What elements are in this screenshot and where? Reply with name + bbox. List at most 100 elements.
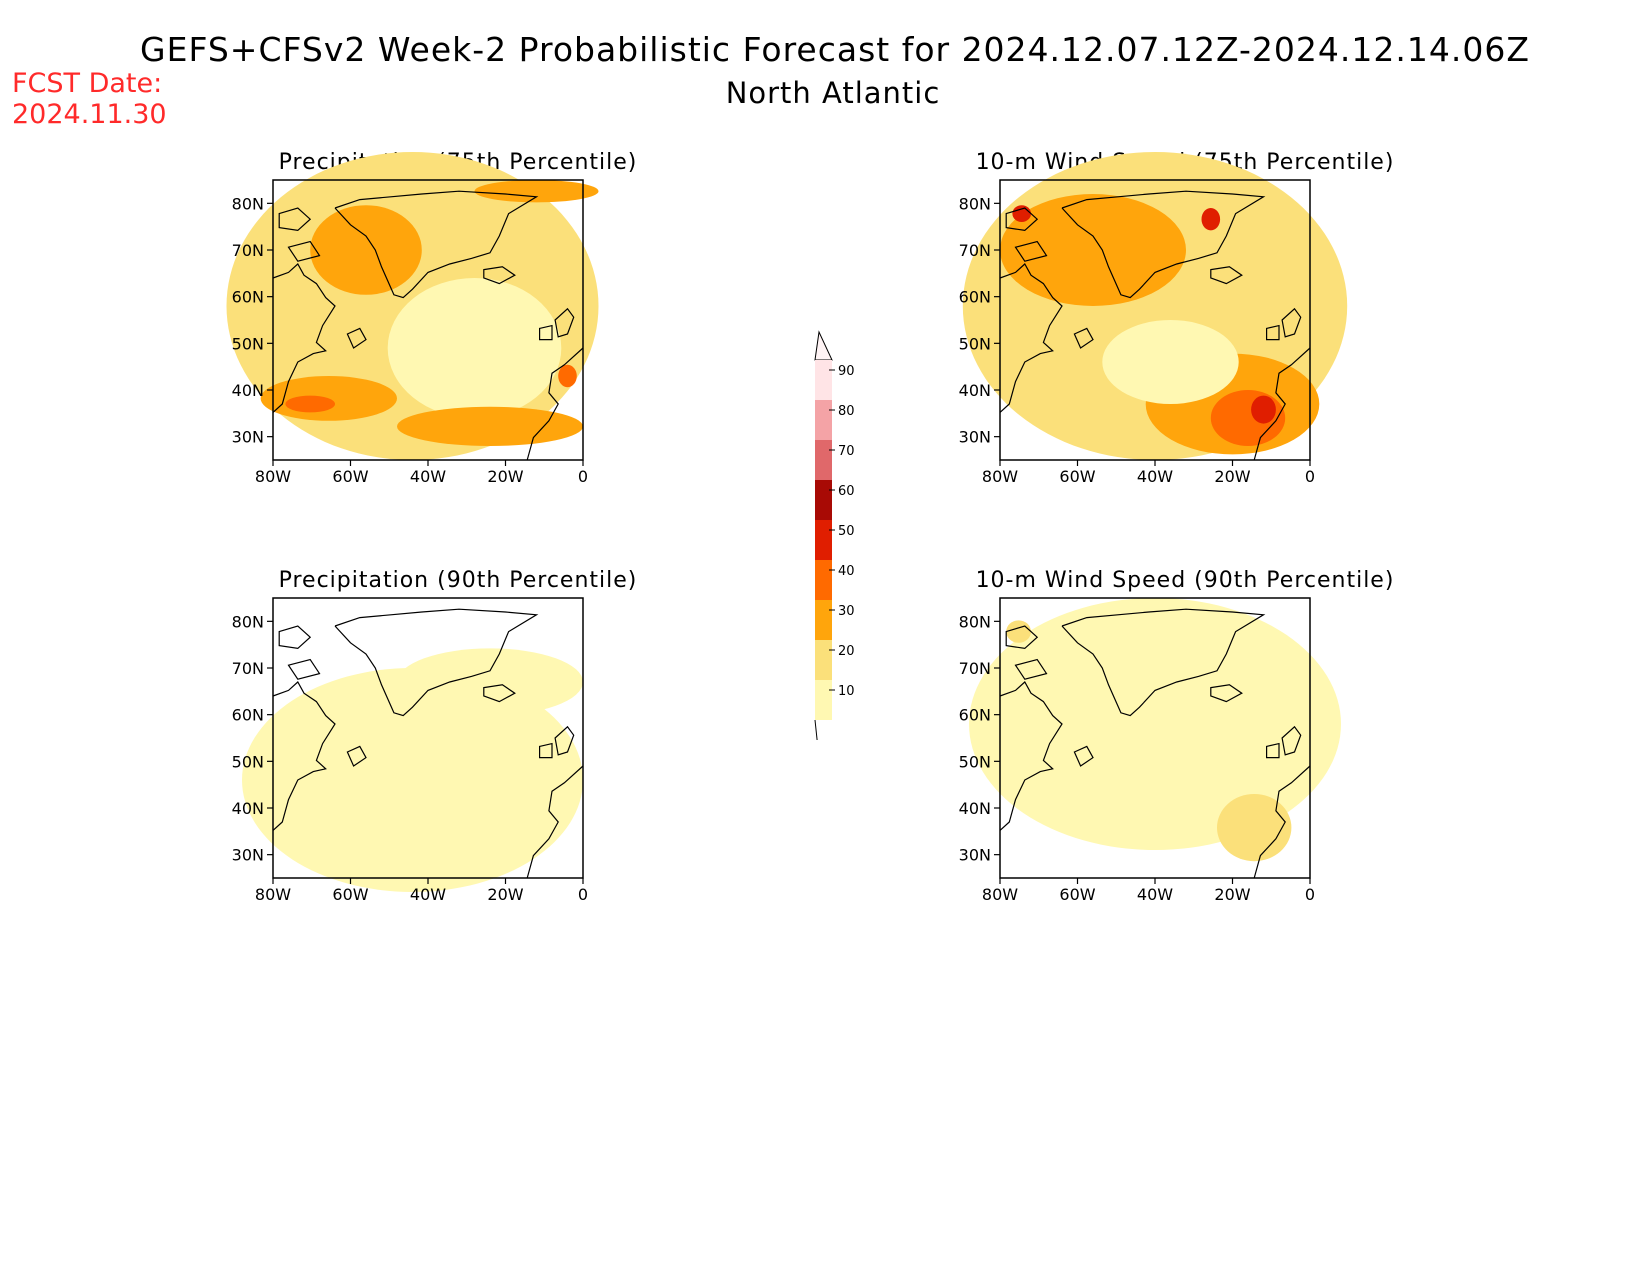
- probability-shading: [285, 395, 335, 413]
- coastline: [1005, 207, 1039, 232]
- coastline: [1281, 725, 1302, 756]
- lat-label: 80N: [232, 194, 264, 213]
- coastline: [1266, 324, 1280, 341]
- coastline: [999, 263, 1063, 413]
- coastline: [278, 625, 312, 650]
- lon-label: 60W: [332, 885, 368, 904]
- probability-shading: [397, 406, 583, 446]
- lat-label: 60N: [959, 706, 991, 725]
- lat-label: 40N: [232, 799, 264, 818]
- coastline: [1253, 765, 1311, 879]
- lat-label: 80N: [959, 194, 991, 213]
- coastline: [287, 658, 321, 680]
- coastline: [1281, 307, 1302, 338]
- lat-label: 60N: [232, 706, 264, 725]
- lon-label: 20W: [487, 885, 523, 904]
- coastline: [1005, 625, 1039, 650]
- forecast-date-label: FCST Date:: [12, 68, 163, 99]
- coastline: [526, 347, 584, 461]
- lat-label: 60N: [959, 288, 991, 307]
- coastline: [1061, 190, 1266, 299]
- colorbar-top-cap: [814, 330, 833, 361]
- colorbar-label: 50: [838, 524, 855, 539]
- coastline: [999, 681, 1063, 831]
- coastline: [539, 324, 553, 341]
- lat-label: 70N: [959, 241, 991, 260]
- lon-label: 40W: [410, 885, 446, 904]
- probability-shading: [1012, 205, 1031, 222]
- coastline: [278, 207, 312, 232]
- colorbar-label: 10: [838, 684, 855, 699]
- lon-label: 60W: [332, 467, 368, 486]
- coastline: [272, 263, 336, 413]
- colorbar-label: 40: [838, 564, 855, 579]
- colorbar-label: 80: [838, 404, 855, 419]
- coastline: [1014, 658, 1048, 680]
- lon-label: 80W: [255, 467, 291, 486]
- colorbar-label: 90: [838, 364, 855, 379]
- lon-label: 0: [578, 885, 588, 904]
- probability-shading: [1201, 208, 1221, 231]
- coastline: [483, 266, 516, 285]
- probability-shading: [1102, 320, 1239, 404]
- coastline: [287, 240, 321, 262]
- probability-shading: [1006, 620, 1031, 643]
- colorbar-label: 60: [838, 484, 855, 499]
- colorbar-swatch: [815, 520, 832, 560]
- map-wind-90: 80N 70N 60N 50N 40N 30N 80W 60W 40W 20W 0: [959, 597, 1341, 904]
- lon-label: 60W: [1059, 467, 1095, 486]
- colorbar-swatch: [815, 600, 832, 640]
- panel-title-wind-90: 10-m Wind Speed (90th Percentile): [975, 568, 1395, 593]
- colorbar-swatch: [815, 560, 832, 600]
- region-subtitle: North Atlantic: [725, 76, 941, 110]
- colorbar-swatch: [815, 400, 832, 440]
- coastline: [1253, 347, 1311, 461]
- lat-label: 70N: [232, 241, 264, 260]
- colorbar-label: 70: [838, 444, 855, 459]
- colorbar-swatch: [815, 680, 832, 720]
- panel-title-precip-90: Precipitation (90th Percentile): [278, 568, 638, 593]
- map-wind-75: 80N 70N 60N 50N 40N 30N 80W 60W 40W 20W 0: [959, 152, 1348, 486]
- lon-label: 80W: [982, 467, 1018, 486]
- lon-label: 20W: [1214, 467, 1250, 486]
- lon-label: 0: [1305, 467, 1315, 486]
- lat-label: 30N: [232, 846, 264, 865]
- coastline: [1266, 742, 1280, 759]
- panel-wind-90: 10-m Wind Speed (90th Percentile) 80N 70N…: [955, 568, 1415, 938]
- panel-wind-75: 10-m Wind Speed (75th Percentile) 80N70N…: [955, 150, 1415, 520]
- lon-label: 40W: [410, 467, 446, 486]
- lat-label: 50N: [959, 334, 991, 353]
- probability-shading: [397, 648, 583, 716]
- lat-label: 80N: [232, 612, 264, 631]
- probability-shading: [387, 278, 562, 418]
- probability-shading: [558, 364, 577, 388]
- coastline: [554, 307, 575, 338]
- colorbar-swatch: [815, 440, 832, 480]
- lon-label: 80W: [255, 885, 291, 904]
- coastline: [1061, 608, 1266, 717]
- lon-label: 40W: [1137, 885, 1173, 904]
- lat-label: 60N: [232, 288, 264, 307]
- colorbar-label: 30: [838, 604, 855, 619]
- lat-label: 50N: [232, 752, 264, 771]
- map-precip-90: 80N 70N 60N 50N 40N 30N 80W 60W 40W 20W 0: [232, 597, 588, 904]
- lon-label: 20W: [1214, 885, 1250, 904]
- coastline: [1073, 745, 1094, 767]
- lat-label: 30N: [959, 846, 991, 865]
- colorbar-swatch: [815, 360, 832, 400]
- lat-label: 50N: [232, 334, 264, 353]
- probability-shading: [1210, 390, 1286, 446]
- coastline: [1014, 240, 1048, 262]
- probability-shading: [1000, 194, 1186, 306]
- map-precip-75: 80N 70N 60N 50N 40N 30N 80W 60W 40W 20W 0: [226, 152, 599, 486]
- probability-shading: [310, 205, 422, 295]
- panel-precip-90: Precipitation (90th Percentile) 80N 70N 60…: [228, 568, 688, 938]
- lon-label: 0: [578, 467, 588, 486]
- lon-label: 0: [1305, 885, 1315, 904]
- lat-label: 40N: [959, 381, 991, 400]
- lat-label: 30N: [959, 428, 991, 447]
- colorbar-swatch: [815, 640, 832, 680]
- lon-label: 60W: [1059, 885, 1095, 904]
- coastline: [272, 681, 336, 831]
- coastline: [346, 745, 367, 767]
